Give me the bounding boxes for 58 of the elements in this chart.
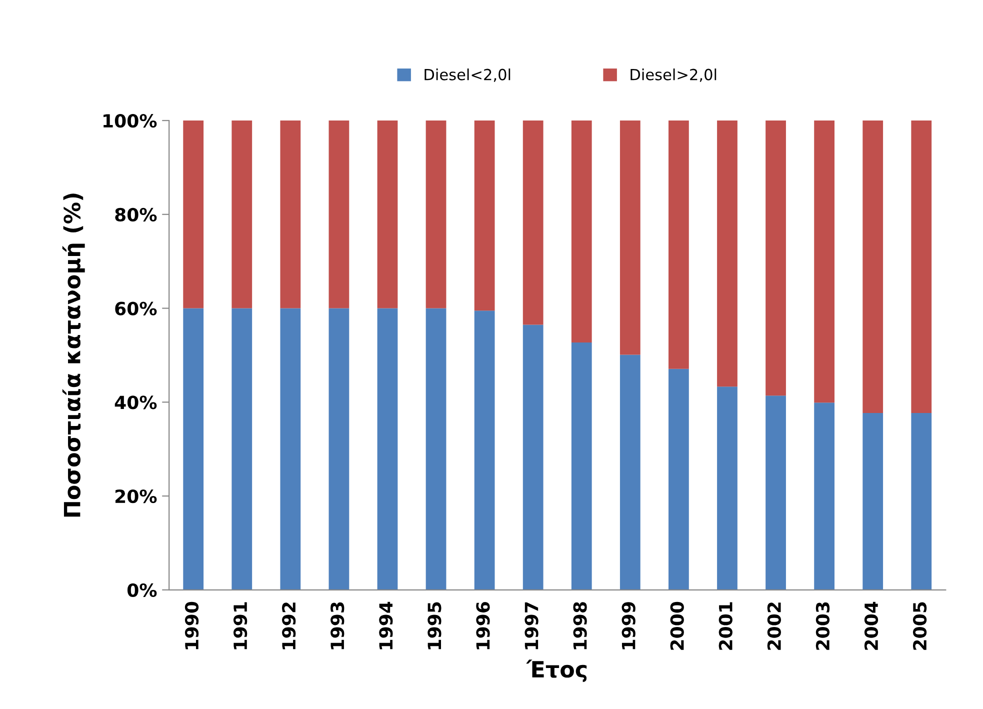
bar [571, 342, 592, 590]
x-tick-label: 1994 [379, 602, 393, 650]
y-tick-label: 80% [115, 208, 157, 222]
x-tick-label: 1997 [524, 602, 538, 650]
x-tick-label: 2000 [670, 602, 684, 650]
bar [522, 324, 544, 590]
bar [571, 120, 592, 343]
legend-label: Diesel<2,0l [424, 68, 510, 82]
bar [717, 120, 738, 387]
bar [911, 120, 932, 413]
legend-label: Diesel>2,0l [630, 68, 716, 82]
bar [328, 120, 350, 308]
x-tick-label: 2001 [718, 602, 732, 650]
x-tick-label: 1998 [573, 602, 587, 650]
bar [766, 396, 786, 590]
bar [474, 310, 495, 590]
y-tick-label: 60% [115, 302, 157, 316]
bar [862, 120, 884, 413]
bar [232, 308, 252, 590]
bar [814, 120, 834, 403]
bar [522, 120, 544, 325]
bar [766, 120, 786, 396]
y-tick-label: 100% [104, 114, 157, 128]
x-tick-label: 2002 [767, 602, 782, 650]
bar [474, 120, 495, 311]
x-tick-label: 1990 [184, 602, 199, 650]
x-tick-label: 1993 [330, 602, 344, 650]
bar [668, 368, 689, 590]
x-tick-label: 1992 [282, 602, 296, 650]
bar [620, 354, 640, 590]
x-tick-label: 2005 [912, 602, 927, 650]
x-tick-label: 2003 [816, 602, 830, 650]
bar [911, 412, 932, 590]
bar [717, 386, 738, 590]
bar [426, 120, 446, 308]
bar [377, 308, 398, 590]
bar [280, 120, 301, 308]
x-tick-label: 2004 [864, 602, 878, 650]
x-axis-title: Έτος [526, 660, 587, 682]
y-axis-title: Ποσοστιαία κατανομή (%) [62, 194, 85, 517]
bar [426, 308, 446, 590]
y-tick-label: 0% [127, 583, 157, 598]
bar [183, 308, 204, 590]
y-tick-label: 40% [114, 396, 157, 410]
bar [183, 120, 204, 308]
bar [280, 308, 301, 590]
x-tick-label: 1991 [233, 602, 248, 650]
bar [620, 120, 640, 355]
bar [814, 402, 834, 590]
x-tick-label: 1995 [428, 602, 442, 650]
bar [862, 412, 884, 590]
bar [377, 120, 398, 308]
x-tick-label: 1996 [476, 602, 490, 650]
bar [668, 120, 689, 369]
bar [232, 120, 252, 308]
x-tick-label: 1999 [622, 602, 636, 650]
bar [328, 308, 350, 590]
y-tick-label: 20% [115, 489, 157, 504]
